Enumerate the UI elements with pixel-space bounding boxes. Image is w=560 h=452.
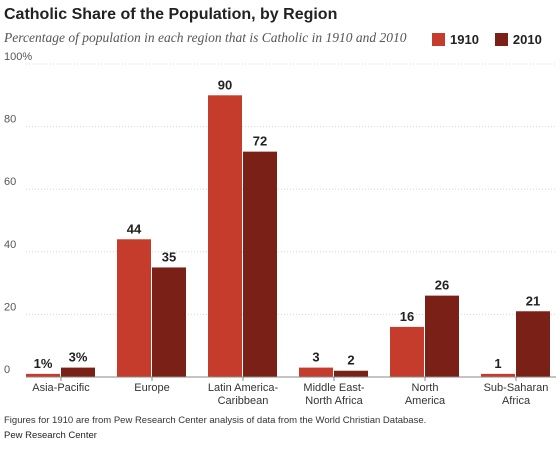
bar-2010 xyxy=(516,311,550,377)
footnote: Figures for 1910 are from Pew Research C… xyxy=(4,415,427,426)
x-tick-label: Middle East- xyxy=(303,382,364,394)
bar-1910 xyxy=(390,326,424,377)
data-label: 1 xyxy=(494,356,501,371)
legend-swatch-2010 xyxy=(494,33,508,46)
x-tick-label: North Africa xyxy=(305,395,363,407)
x-tick-label: Asia-Pacific xyxy=(32,382,90,394)
bar-2010 xyxy=(243,151,277,377)
data-label: 16 xyxy=(400,309,414,324)
bar-1910 xyxy=(208,95,242,378)
legend-swatch-1910 xyxy=(432,33,445,46)
data-label: 90 xyxy=(218,77,232,92)
y-tick-label: 40 xyxy=(4,239,16,251)
data-label: 1% xyxy=(34,356,53,371)
bar-2010 xyxy=(425,295,459,377)
y-tick-label: 60 xyxy=(4,176,16,188)
y-tick-label: 80 xyxy=(4,114,16,126)
legend-item-2010: 2010 xyxy=(494,32,542,47)
data-label: 21 xyxy=(526,293,540,308)
x-tick-label: Caribbean xyxy=(218,395,269,407)
x-tick-label: Europe xyxy=(134,382,169,394)
bar-1910 xyxy=(117,239,151,377)
data-label: 2 xyxy=(347,353,354,368)
data-label: 3% xyxy=(69,350,88,365)
y-tick-label: 0 xyxy=(4,364,10,376)
legend-item-1910: 1910 xyxy=(432,32,479,47)
x-tick-label: Africa xyxy=(502,395,531,407)
bar-2010 xyxy=(334,370,368,377)
x-tick-label: North xyxy=(412,382,439,394)
bar-1910 xyxy=(26,373,60,377)
source-credit: Pew Research Center xyxy=(4,430,97,441)
x-tick-label: Latin America- xyxy=(208,382,279,394)
legend: 1910 2010 xyxy=(432,32,542,47)
data-label: 26 xyxy=(435,278,449,293)
legend-label-2010: 2010 xyxy=(512,32,542,47)
bar-1910 xyxy=(299,367,333,377)
data-label: 35 xyxy=(162,249,176,264)
chart-subtitle: Percentage of population in each region … xyxy=(4,30,407,45)
bar-2010 xyxy=(152,267,186,377)
x-tick-label: America xyxy=(405,395,446,407)
data-label: 3 xyxy=(312,350,319,365)
y-tick-label: 20 xyxy=(4,301,16,313)
legend-label-1910: 1910 xyxy=(450,32,479,47)
x-tick-label: Sub-Saharan xyxy=(484,382,549,394)
chart-title: Catholic Share of the Population, by Reg… xyxy=(4,6,338,23)
bar-2010 xyxy=(61,367,95,377)
bar-1910 xyxy=(481,373,515,377)
data-label: 44 xyxy=(127,221,142,236)
data-label: 72 xyxy=(253,134,267,149)
y-tick-label: 100% xyxy=(4,51,32,63)
